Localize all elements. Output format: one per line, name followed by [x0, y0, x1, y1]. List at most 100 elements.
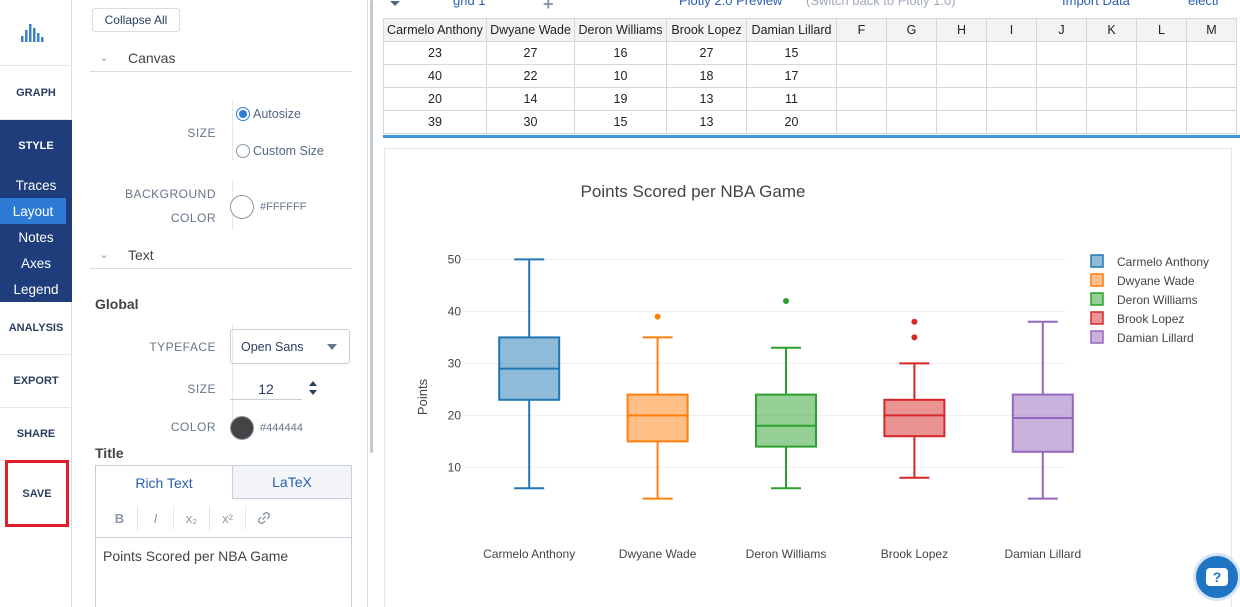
grid-column-header[interactable]: Deron Williams — [574, 18, 667, 42]
grid-cell[interactable] — [886, 41, 937, 65]
grid-column-header[interactable]: L — [1136, 18, 1187, 42]
grid-cell[interactable] — [1136, 87, 1187, 111]
grid-cell[interactable]: 13 — [666, 87, 747, 111]
grid-tab[interactable]: grid 1 — [453, 0, 486, 8]
grid-cell[interactable]: 40 — [383, 64, 487, 88]
box-damian-lillard[interactable] — [1011, 320, 1074, 500]
grid-cell[interactable] — [886, 64, 937, 88]
custom-size-radio[interactable]: Custom Size — [236, 144, 324, 158]
grid-cell[interactable]: 11 — [746, 87, 837, 111]
grid-cell[interactable]: 19 — [574, 87, 667, 111]
box-dwyane-wade[interactable] — [626, 313, 689, 500]
box-carmelo-anthony[interactable] — [498, 258, 561, 490]
grid-cell[interactable] — [1186, 41, 1237, 65]
typeface-dropdown[interactable]: Open Sans — [230, 329, 350, 364]
nav-save[interactable]: SAVE — [5, 460, 69, 527]
grid-cell[interactable]: 15 — [574, 110, 667, 134]
grid-cell[interactable] — [886, 87, 937, 111]
grid-cell[interactable]: 27 — [666, 41, 747, 65]
grid-cell[interactable] — [936, 110, 987, 134]
caret-down-icon[interactable] — [390, 1, 400, 6]
grid-cell[interactable] — [986, 87, 1037, 111]
grid-column-header[interactable]: M — [1186, 18, 1237, 42]
grid-cell[interactable]: 16 — [574, 41, 667, 65]
grid-cell[interactable] — [1186, 87, 1237, 111]
grid-cell[interactable] — [1136, 64, 1187, 88]
grid-cell[interactable] — [936, 41, 987, 65]
nav-export[interactable]: EXPORT — [0, 355, 72, 408]
grid-resize-bar[interactable] — [383, 135, 1240, 138]
grid-cell[interactable] — [1086, 110, 1137, 134]
grid-column-header[interactable]: Carmelo Anthony — [383, 18, 487, 42]
nav-sub-legend[interactable]: Legend — [13, 281, 59, 297]
legend-item[interactable]: Damian Lillard — [1090, 330, 1194, 345]
nav-sub-notes[interactable]: Notes — [18, 229, 54, 245]
italic-button[interactable]: I — [138, 506, 174, 530]
grid-cell[interactable] — [836, 87, 887, 111]
autosize-radio[interactable]: Autosize — [236, 107, 301, 121]
font-size-input[interactable] — [230, 378, 302, 400]
grid-column-header[interactable]: I — [986, 18, 1037, 42]
nav-sub-layout[interactable]: Layout — [0, 198, 66, 224]
text-section-header[interactable]: ⌄ Text — [90, 241, 352, 269]
grid-cell[interactable] — [1036, 64, 1087, 88]
nav-analysis[interactable]: ANALYSIS — [0, 302, 72, 355]
font-color-swatch[interactable] — [230, 416, 254, 440]
grid-cell[interactable] — [1186, 64, 1237, 88]
grid-column-header[interactable]: K — [1086, 18, 1137, 42]
font-size-stepper[interactable] — [308, 381, 318, 397]
grid-cell[interactable] — [886, 110, 937, 134]
grid-column-header[interactable]: Dwyane Wade — [486, 18, 575, 42]
legend-item[interactable]: Brook Lopez — [1090, 311, 1184, 326]
grid-cell[interactable]: 17 — [746, 64, 837, 88]
grid-cell[interactable]: 30 — [486, 110, 575, 134]
link-button[interactable] — [246, 506, 282, 530]
grid-cell[interactable] — [1036, 41, 1087, 65]
grid-cell[interactable] — [1136, 110, 1187, 134]
grid-cell[interactable] — [986, 41, 1037, 65]
box-deron-williams[interactable] — [755, 298, 817, 490]
help-chat-button[interactable]: ? — [1193, 553, 1240, 601]
tab-rich-text[interactable]: Rich Text — [96, 466, 233, 499]
grid-cell[interactable] — [986, 64, 1037, 88]
panel-scrollbar[interactable] — [370, 0, 373, 453]
grid-column-header[interactable]: Damian Lillard — [746, 18, 837, 42]
grid-cell[interactable]: 13 — [666, 110, 747, 134]
grid-cell[interactable]: 15 — [746, 41, 837, 65]
grid-cell[interactable] — [1086, 41, 1137, 65]
legend-item[interactable]: Carmelo Anthony — [1090, 254, 1209, 269]
grid-column-header[interactable]: H — [936, 18, 987, 42]
plotly-logo[interactable] — [0, 0, 72, 66]
grid-column-header[interactable]: G — [886, 18, 937, 42]
grid-cell[interactable]: 22 — [486, 64, 575, 88]
import-data-link[interactable]: Import Data — [1062, 0, 1130, 8]
grid-cell[interactable]: 23 — [383, 41, 487, 65]
nav-graph[interactable]: GRAPH — [0, 67, 72, 120]
grid-cell[interactable] — [836, 41, 887, 65]
box-brook-lopez[interactable] — [883, 318, 946, 479]
grid-cell[interactable] — [936, 64, 987, 88]
grid-cell[interactable] — [836, 110, 887, 134]
switch-back-link[interactable]: (Switch back to Plotly 1.0) — [806, 0, 956, 8]
superscript-button[interactable]: x² — [210, 506, 246, 530]
grid-cell[interactable]: 18 — [666, 64, 747, 88]
nav-sub-axes[interactable]: Axes — [20, 255, 51, 271]
title-editor-content[interactable]: Points Scored per NBA Game — [103, 548, 289, 564]
grid-cell[interactable]: 14 — [486, 87, 575, 111]
preview-link[interactable]: Plotly 2.0 Preview — [679, 0, 783, 8]
grid-cell[interactable]: 10 — [574, 64, 667, 88]
grid-column-header[interactable]: J — [1036, 18, 1087, 42]
electric-link[interactable]: electr — [1188, 0, 1220, 8]
canvas-section-header[interactable]: ⌄ Canvas — [90, 44, 352, 72]
collapse-all-button[interactable]: Collapse All — [92, 8, 180, 32]
tab-latex[interactable]: LaTeX — [233, 466, 351, 499]
grid-column-header[interactable]: Brook Lopez — [666, 18, 747, 42]
grid-cell[interactable] — [1036, 110, 1087, 134]
grid-cell[interactable]: 39 — [383, 110, 487, 134]
grid-column-header[interactable]: F — [836, 18, 887, 42]
nav-style[interactable]: STYLE — [0, 120, 72, 172]
grid-cell[interactable] — [1086, 64, 1137, 88]
grid-cell[interactable] — [1136, 41, 1187, 65]
subscript-button[interactable]: x₂ — [174, 506, 210, 530]
nav-sub-traces[interactable]: Traces — [15, 177, 57, 193]
